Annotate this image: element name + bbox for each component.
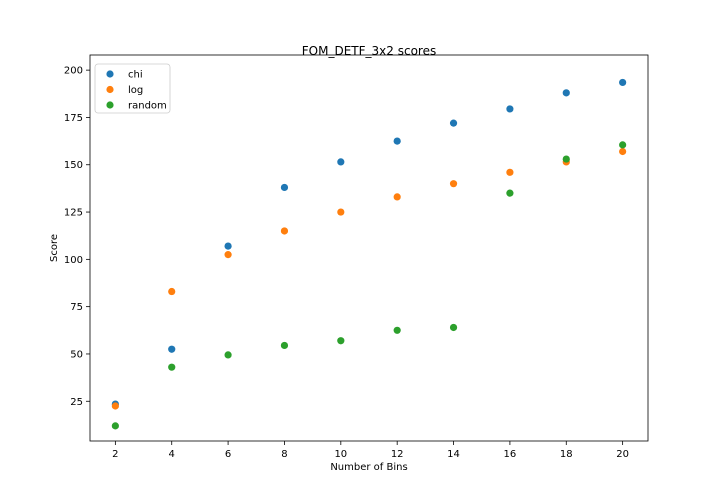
plot-area [89, 54, 649, 442]
x-tick-label: 12 [391, 449, 404, 460]
data-point-log [337, 208, 345, 216]
chart-title: FOM_DETF_3x2 scores [302, 44, 436, 58]
data-point-random [506, 189, 514, 197]
x-axis-label: Number of Bins [330, 462, 407, 473]
legend-label-random: random [128, 101, 167, 112]
data-point-random [393, 326, 401, 334]
legend: chi log random [94, 63, 171, 114]
x-tick-label: 16 [504, 449, 517, 460]
y-axis: 25 50 75 100 125 150 175 200 [64, 66, 90, 408]
data-point-chi [393, 137, 401, 145]
data-point-log [168, 287, 176, 296]
data-point-chi [168, 345, 176, 353]
data-point-chi [449, 119, 458, 127]
legend-label-log: log [128, 85, 143, 96]
data-point-random [337, 337, 345, 345]
legend-marker-chi [106, 70, 114, 78]
y-tick-label: 100 [64, 255, 83, 266]
x-tick-label: 4 [169, 449, 175, 460]
y-tick-label: 200 [64, 66, 83, 77]
data-point-log [506, 168, 514, 176]
legend-label-chi: chi [128, 70, 143, 81]
data-point-chi [619, 78, 627, 87]
data-point-log [224, 251, 232, 259]
y-tick-label: 175 [64, 113, 83, 124]
y-axis-label: Score [49, 234, 60, 262]
y-tick-label: 125 [64, 208, 83, 219]
data-point-log [619, 147, 627, 156]
data-point-chi [280, 183, 289, 192]
x-tick-label: 14 [447, 449, 460, 460]
x-tick-label: 10 [334, 449, 347, 460]
y-tick-label: 25 [70, 397, 83, 408]
data-point-random [111, 422, 119, 430]
legend-box [94, 63, 171, 114]
y-tick-label: 75 [70, 302, 83, 313]
data-point-chi [562, 89, 570, 97]
x-axis: 2 4 6 8 10 12 14 16 18 20 [112, 441, 629, 460]
data-point-log [111, 402, 119, 410]
data-point-log [280, 227, 289, 235]
x-tick-label: 18 [560, 449, 573, 460]
legend-marker-log [106, 85, 114, 94]
x-tick-label: 20 [616, 449, 629, 460]
data-point-chi [337, 158, 345, 166]
data-point-chi [506, 105, 514, 113]
x-tick-label: 2 [112, 449, 118, 460]
data-point-log [449, 180, 458, 188]
x-tick-label: 8 [281, 449, 287, 460]
data-point-chi [224, 242, 232, 250]
data-point-random [449, 323, 458, 332]
data-point-log [393, 193, 401, 201]
x-tick-label: 6 [225, 449, 231, 460]
data-points [111, 78, 627, 430]
data-point-random [280, 341, 289, 350]
y-tick-label: 50 [70, 349, 83, 360]
data-point-random [224, 351, 232, 359]
y-tick-label: 150 [64, 160, 83, 171]
data-point-random [168, 363, 176, 371]
legend-marker-random [106, 101, 114, 109]
data-point-random [619, 141, 627, 149]
data-point-random [562, 155, 570, 163]
